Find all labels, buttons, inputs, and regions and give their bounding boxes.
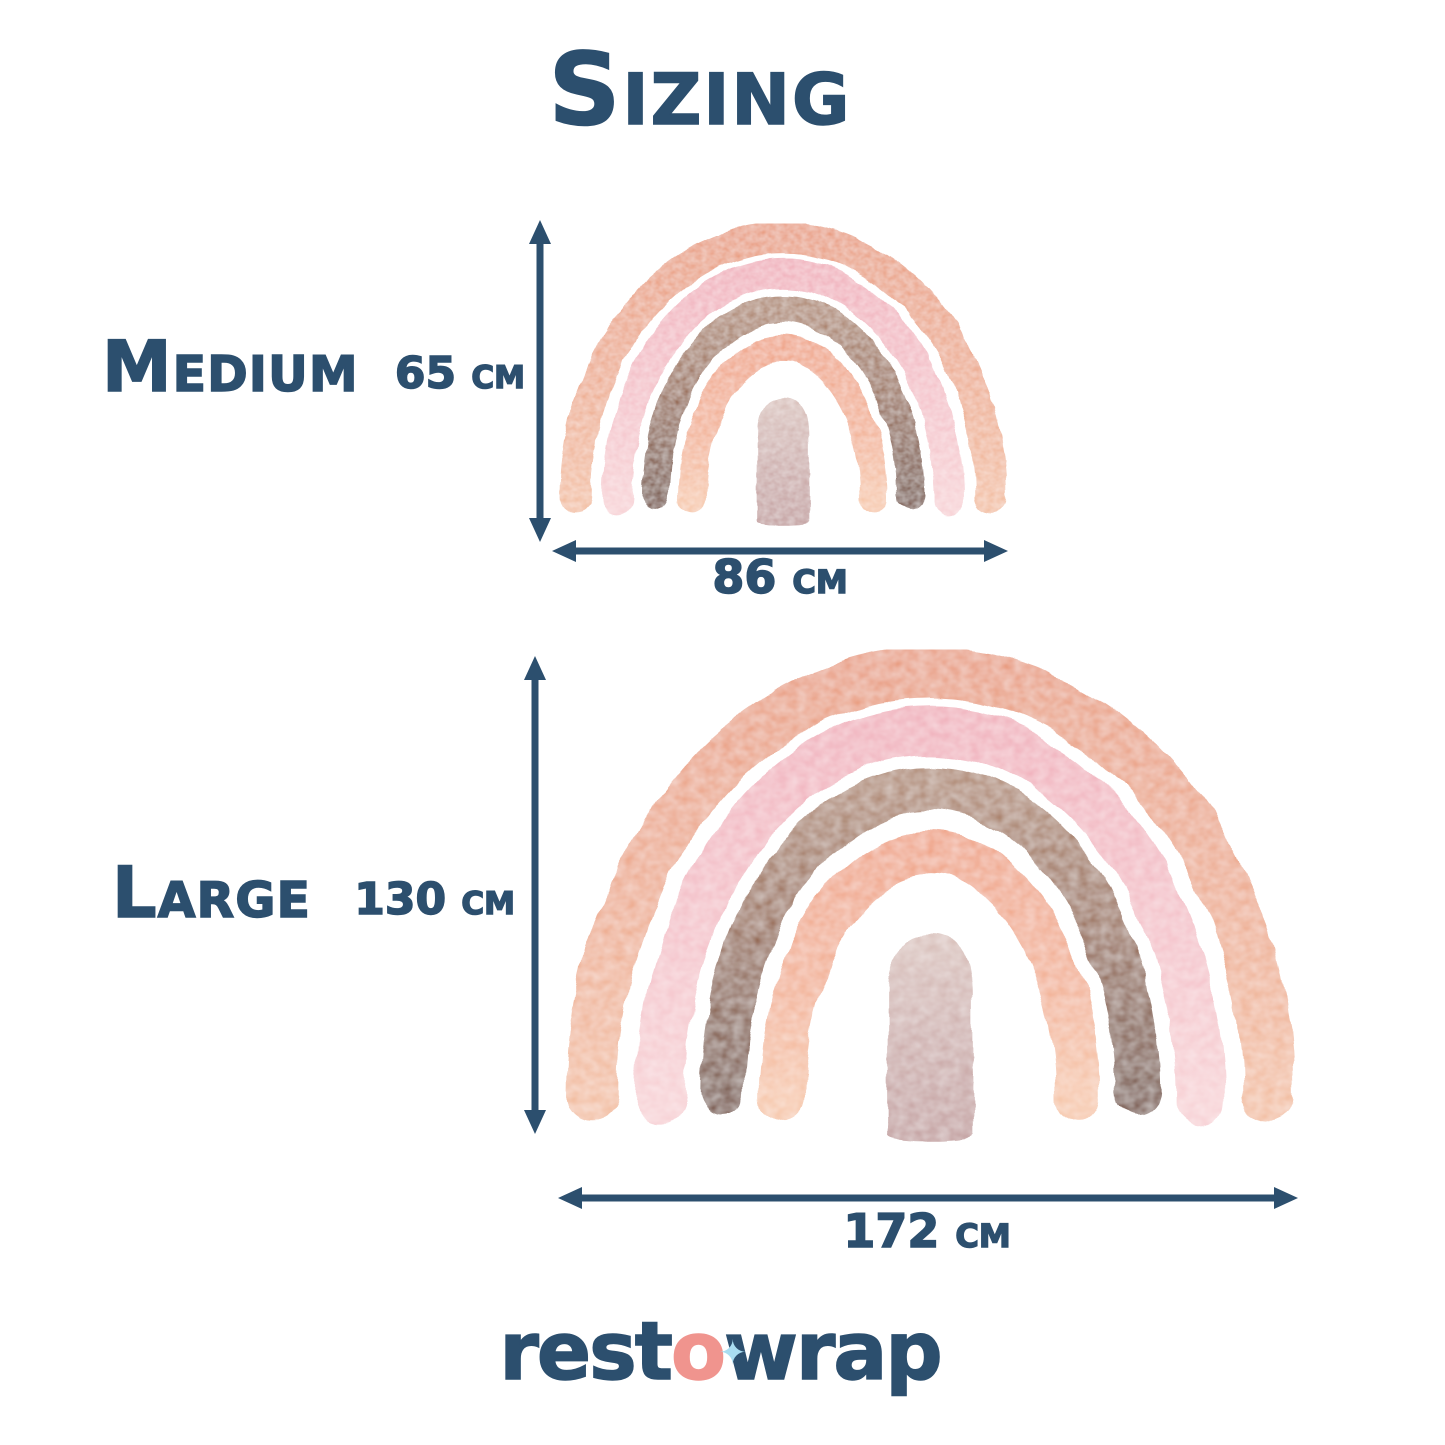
medium-height-arrow-icon [529, 220, 551, 542]
page-title: Sizing [548, 31, 852, 148]
medium-width-label: 86 cm [712, 550, 849, 604]
medium-rainbow-graphic [556, 220, 1010, 531]
brand-logo: resto✦wrap [499, 1305, 944, 1398]
large-width-arrow-icon [558, 1187, 1298, 1209]
size-label-medium: Medium [101, 326, 359, 408]
large-rainbow-graphic [560, 644, 1300, 1150]
logo-text-suffix: wrap [723, 1305, 943, 1398]
large-height-arrow-icon [524, 656, 546, 1134]
logo-letter-o: o [670, 1305, 726, 1398]
medium-width-arrow-icon [552, 540, 1008, 562]
size-label-large: Large [111, 852, 311, 934]
large-height-label: 130 cm [353, 874, 515, 925]
medium-height-label: 65 cm [394, 348, 526, 399]
large-width-label: 172 cm [843, 1204, 1012, 1258]
logo-text-prefix: rest [499, 1305, 674, 1398]
